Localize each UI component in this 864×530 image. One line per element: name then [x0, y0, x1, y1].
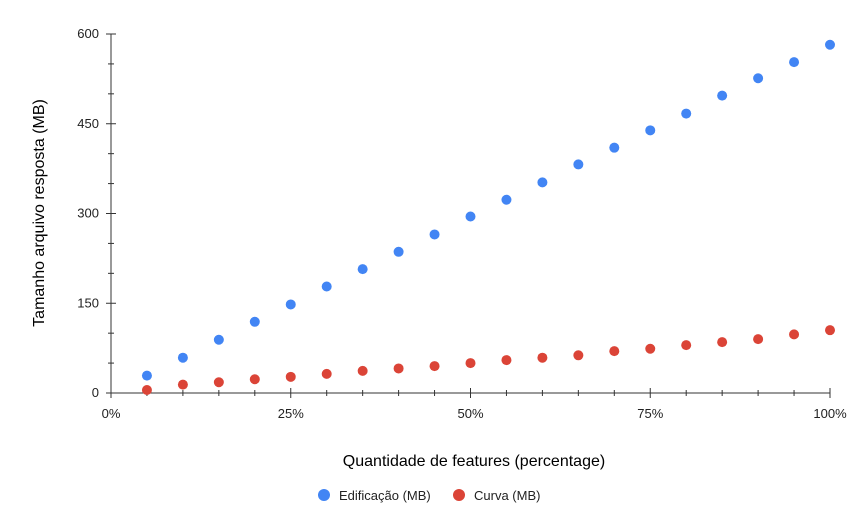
curva-point — [285, 371, 296, 382]
edificacao-point — [645, 125, 656, 136]
legend-label-curva: Curva (MB) — [474, 488, 540, 503]
edificacao-point — [285, 299, 296, 310]
edificacao-point — [357, 264, 368, 275]
edificacao-point — [681, 108, 692, 119]
edificacao-point — [177, 352, 188, 363]
curva-point — [753, 334, 764, 345]
edificacao-point — [573, 159, 584, 170]
curva-point — [393, 363, 404, 374]
y-tick-label: 600 — [77, 26, 99, 41]
legend-marker-curva — [453, 489, 465, 501]
edificacao-point — [429, 229, 440, 240]
x-tick-label: 0% — [102, 406, 121, 421]
curva-point — [465, 358, 476, 369]
y-axis-ticks: 0 150 300 450 600 — [77, 26, 116, 400]
legend-marker-edificacao — [318, 489, 330, 501]
edificacao-point — [753, 73, 764, 84]
curva-point — [177, 379, 188, 390]
edificacao-point — [465, 211, 476, 222]
curva-point — [141, 385, 152, 396]
x-axis-ticks: 0% 25% 50% 75% 100% — [102, 388, 847, 421]
x-tick-label: 100% — [813, 406, 847, 421]
legend-label-edificacao: Edificação (MB) — [339, 488, 431, 503]
edificacao-point — [537, 177, 548, 188]
y-tick-label: 0 — [92, 385, 99, 400]
curva-point — [717, 337, 728, 348]
x-tick-label: 75% — [637, 406, 663, 421]
curva-point — [645, 343, 656, 354]
edificacao-point — [393, 246, 404, 257]
y-tick-label: 450 — [77, 116, 99, 131]
edificacao-point — [789, 57, 800, 68]
curva-point — [429, 361, 440, 372]
curva-point — [501, 355, 512, 366]
curva-point — [825, 325, 835, 336]
edificacao-point — [321, 281, 332, 292]
curva-point — [609, 346, 620, 357]
curva-point — [573, 350, 584, 361]
curva-point — [357, 365, 368, 376]
y-tick-label: 150 — [77, 295, 99, 310]
edificacao-point — [501, 194, 512, 205]
legend: Edificação (MB) Curva (MB) — [318, 488, 540, 503]
edificacao-point — [141, 370, 152, 381]
x-axis-title: Quantidade de features (percentage) — [343, 453, 605, 470]
curva-point — [537, 352, 548, 363]
curva-point — [213, 377, 224, 388]
x-tick-label: 50% — [457, 406, 483, 421]
data-points — [141, 39, 835, 396]
curva-point — [249, 374, 260, 385]
curva-point — [681, 340, 692, 351]
edificacao-point — [213, 334, 224, 345]
edificacao-point — [249, 316, 260, 327]
edificacao-point — [609, 142, 620, 153]
edificacao-point — [717, 90, 728, 101]
x-tick-label: 25% — [278, 406, 304, 421]
edificacao-point — [825, 39, 835, 50]
y-tick-label: 300 — [77, 206, 99, 221]
y-axis-title: Tamanho arquivo resposta (MB) — [31, 99, 48, 327]
curva-point — [321, 368, 332, 379]
curva-point — [789, 329, 800, 340]
